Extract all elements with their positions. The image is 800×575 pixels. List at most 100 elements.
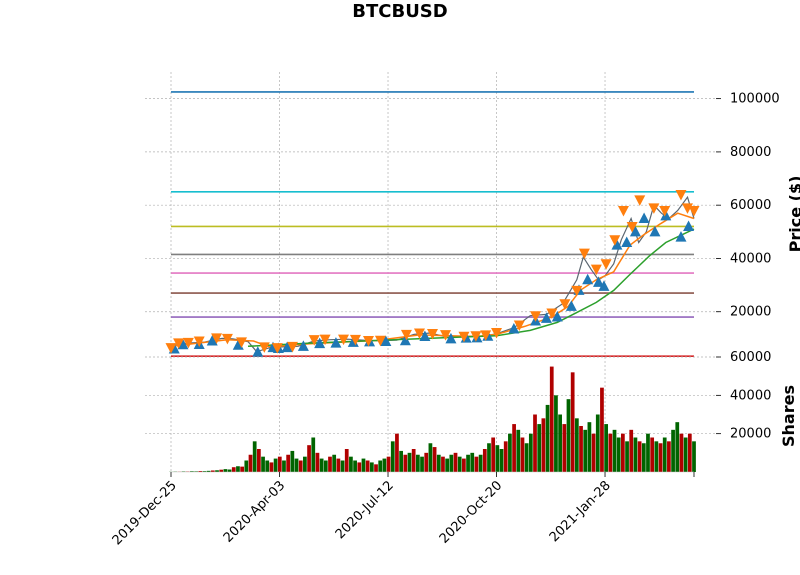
volume-bar bbox=[478, 454, 483, 472]
up-triangle-marker bbox=[445, 332, 457, 344]
volume-bar bbox=[344, 449, 349, 472]
down-triangle-marker bbox=[193, 336, 205, 348]
volume-y-tick-label: 60000 bbox=[730, 350, 771, 365]
volume-bar bbox=[378, 460, 383, 472]
down-triangle-marker bbox=[688, 206, 700, 217]
volume-bar bbox=[445, 458, 450, 472]
price-y-tick-label: 20000 bbox=[730, 305, 771, 320]
volume-bar bbox=[621, 433, 625, 472]
down-triangle-marker bbox=[458, 331, 470, 343]
volume-bar bbox=[675, 422, 680, 472]
up-triangle-marker bbox=[540, 312, 552, 323]
volume-bar bbox=[441, 456, 445, 472]
down-triangle-marker bbox=[648, 203, 660, 214]
up-triangle-marker bbox=[508, 323, 520, 334]
price-y-axis-label: Price ($) bbox=[786, 176, 800, 253]
volume-bar bbox=[654, 441, 659, 472]
x-tick-label: 2020-Oct-20 bbox=[437, 478, 505, 546]
up-triangle-marker bbox=[675, 231, 687, 242]
volume-bar bbox=[269, 462, 274, 472]
volume-bar bbox=[336, 458, 341, 472]
volume-bar bbox=[608, 433, 613, 472]
volume-bar bbox=[508, 433, 512, 472]
down-triangle-marker bbox=[236, 337, 248, 348]
volume-bar bbox=[311, 437, 316, 472]
volume-bar bbox=[223, 469, 228, 473]
down-triangle-marker bbox=[258, 342, 270, 353]
up-triangle-marker bbox=[297, 340, 309, 351]
volume-bar bbox=[549, 366, 554, 472]
volume-bar bbox=[411, 449, 416, 472]
volume-bar bbox=[600, 387, 604, 472]
volume-y-ticks: 20000 40000 60000 bbox=[716, 350, 771, 442]
volume-bar bbox=[662, 437, 667, 472]
up-triangle-marker bbox=[380, 335, 392, 347]
down-triangle-marker bbox=[440, 330, 452, 341]
volume-bar bbox=[361, 458, 366, 472]
volume-bars bbox=[169, 366, 696, 473]
volume-bar bbox=[453, 452, 458, 472]
volume-bar bbox=[323, 460, 328, 472]
x-tick-label: 2019-Dec-25 bbox=[110, 478, 180, 548]
down-triangle-marker bbox=[546, 308, 558, 320]
down-triangle-marker bbox=[590, 264, 602, 276]
volume-bar bbox=[290, 450, 295, 472]
volume-bar bbox=[570, 372, 575, 472]
series-line-price bbox=[170, 195, 695, 353]
volume-bar bbox=[554, 395, 558, 472]
volume-y-tick-label: 40000 bbox=[730, 388, 771, 403]
down-triangle-marker bbox=[470, 331, 482, 342]
volume-bar bbox=[650, 437, 655, 472]
volume-bar bbox=[369, 462, 374, 472]
volume-bar bbox=[583, 429, 588, 472]
volume-bar bbox=[470, 452, 475, 472]
up-triangle-marker bbox=[177, 338, 189, 350]
down-triangle-marker bbox=[287, 341, 299, 353]
down-triangle-marker bbox=[221, 333, 233, 345]
down-triangle-marker bbox=[659, 206, 671, 217]
volume-bar bbox=[328, 456, 332, 472]
volume-bar bbox=[541, 418, 546, 472]
down-triangle-marker bbox=[211, 333, 223, 344]
volume-bar bbox=[353, 460, 357, 472]
down-triangle-marker bbox=[427, 329, 438, 340]
volume-bar bbox=[202, 471, 207, 472]
volume-bar bbox=[428, 443, 433, 472]
down-triangle-marker bbox=[626, 221, 638, 233]
volume-bar bbox=[487, 443, 491, 472]
up-triangle-marker bbox=[330, 337, 342, 348]
down-triangle-marker bbox=[675, 190, 687, 201]
volume-bar bbox=[432, 447, 437, 472]
up-triangle-marker bbox=[611, 239, 623, 250]
volume-bar bbox=[667, 441, 671, 472]
volume-bar bbox=[495, 445, 500, 472]
volume-grid bbox=[145, 356, 719, 472]
volume-bar bbox=[265, 460, 270, 472]
down-triangle-marker bbox=[634, 195, 646, 206]
support-resistance-lines bbox=[171, 91, 694, 358]
volume-bar bbox=[273, 458, 278, 472]
up-triangle-marker bbox=[593, 276, 605, 287]
volume-bar bbox=[687, 433, 692, 472]
volume-bar bbox=[252, 441, 257, 472]
up-triangle-marker bbox=[252, 346, 264, 357]
volume-bar bbox=[524, 443, 529, 472]
volume-bar bbox=[407, 452, 412, 472]
volume-bar bbox=[503, 441, 508, 472]
volume-bar bbox=[545, 404, 550, 472]
volume-bar bbox=[194, 471, 198, 472]
volume-bar bbox=[240, 466, 244, 472]
volume-bar bbox=[349, 456, 353, 472]
volume-bar bbox=[219, 469, 224, 472]
down-triangle-marker bbox=[559, 299, 571, 310]
volume-bar bbox=[641, 443, 646, 472]
volume-bar bbox=[692, 441, 696, 472]
volume-bar bbox=[282, 460, 286, 472]
down-triangle-marker bbox=[480, 330, 492, 341]
price-series-lines bbox=[170, 195, 695, 353]
volume-bar bbox=[671, 429, 675, 472]
volume-bar bbox=[399, 450, 403, 472]
down-triangle-marker bbox=[491, 327, 503, 339]
up-triangle-marker bbox=[206, 335, 218, 346]
